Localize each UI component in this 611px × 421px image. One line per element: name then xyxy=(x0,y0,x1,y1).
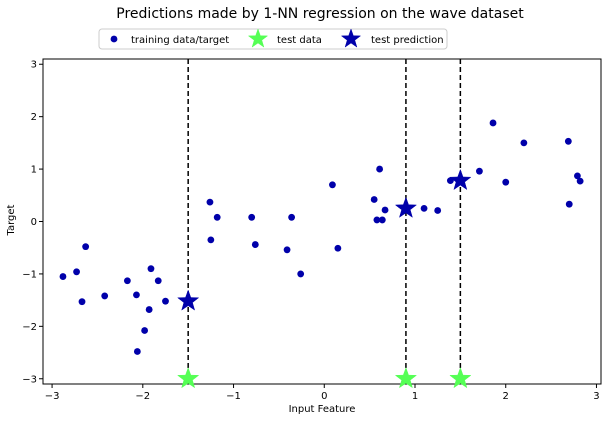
test-prediction-star xyxy=(449,168,472,191)
training-point xyxy=(370,196,378,203)
training-point xyxy=(297,270,305,278)
legend: training data/target test data test predic… xyxy=(98,28,448,50)
training-point xyxy=(78,298,86,306)
training-point xyxy=(73,268,80,276)
training-point xyxy=(82,243,90,251)
legend-marker-star xyxy=(247,28,269,48)
training-points-group xyxy=(59,119,584,355)
legend-label: test prediction xyxy=(371,35,444,46)
training-point xyxy=(248,213,256,221)
test-data-star xyxy=(394,367,418,389)
legend-marker-circle xyxy=(110,35,118,43)
training-point xyxy=(574,172,581,180)
x-tick-label: 1 xyxy=(412,391,418,402)
training-point xyxy=(206,198,214,206)
training-point xyxy=(147,265,155,273)
training-point xyxy=(378,216,386,224)
training-point xyxy=(564,137,572,145)
chart-title: Predictions made by 1-NN regression on t… xyxy=(116,6,524,22)
training-point xyxy=(334,244,342,252)
training-point xyxy=(420,204,428,212)
y-tick-label: −3 xyxy=(22,374,37,385)
y-tick-label: −1 xyxy=(22,269,37,280)
x-tick-label: −3 xyxy=(45,391,60,402)
training-point xyxy=(123,277,131,285)
training-point xyxy=(101,292,109,300)
x-tick-label: 0 xyxy=(321,391,327,402)
x-tick-label: −1 xyxy=(226,391,241,402)
training-point xyxy=(376,165,384,173)
legend-label: test data xyxy=(277,35,322,46)
test-prediction-star xyxy=(394,196,418,218)
x-axis-title: Input Feature xyxy=(289,404,356,415)
training-point xyxy=(133,348,141,355)
training-point xyxy=(213,213,221,221)
training-point xyxy=(154,277,162,285)
training-point xyxy=(145,306,153,313)
training-point xyxy=(283,246,291,254)
training-point xyxy=(520,139,528,147)
y-tick-label: 0 xyxy=(31,217,37,228)
training-point xyxy=(502,178,510,186)
test-prediction-star xyxy=(177,289,200,311)
legend-label: training data/target xyxy=(131,35,229,46)
training-point xyxy=(381,206,389,214)
vertical-lines-group xyxy=(187,59,462,384)
training-point xyxy=(207,236,215,244)
training-point xyxy=(133,291,140,299)
training-point xyxy=(576,177,584,185)
test-data-group xyxy=(177,367,472,389)
y-tick-label: 1 xyxy=(31,165,37,176)
x-tick-label: −2 xyxy=(135,391,150,402)
legend-marker-star xyxy=(340,28,362,48)
test-data-star xyxy=(449,367,472,389)
training-point xyxy=(59,273,67,280)
x-tick-label: 3 xyxy=(593,391,599,402)
x-tick-label: 2 xyxy=(503,391,509,402)
training-point xyxy=(373,216,381,224)
training-point xyxy=(329,181,336,189)
training-point xyxy=(288,213,296,221)
plot-area-frame xyxy=(42,58,602,385)
training-point xyxy=(434,207,442,214)
test-prediction-group xyxy=(177,168,472,311)
training-point xyxy=(476,167,483,175)
y-tick-label: −2 xyxy=(22,322,37,333)
y-tick-label: 2 xyxy=(31,112,37,123)
x-axis-ticks: −3 −2 −1 0 1 2 3 xyxy=(45,384,600,402)
y-axis-ticks: −3 −2 −1 0 1 2 3 xyxy=(22,60,43,385)
legend-frame xyxy=(98,28,448,50)
training-point xyxy=(489,119,497,127)
training-point xyxy=(141,327,149,334)
y-axis-title: Target xyxy=(6,204,17,236)
training-point xyxy=(162,297,169,305)
training-point xyxy=(565,200,573,208)
y-tick-label: 3 xyxy=(31,60,37,71)
training-point xyxy=(251,241,259,248)
test-data-star xyxy=(177,367,200,389)
